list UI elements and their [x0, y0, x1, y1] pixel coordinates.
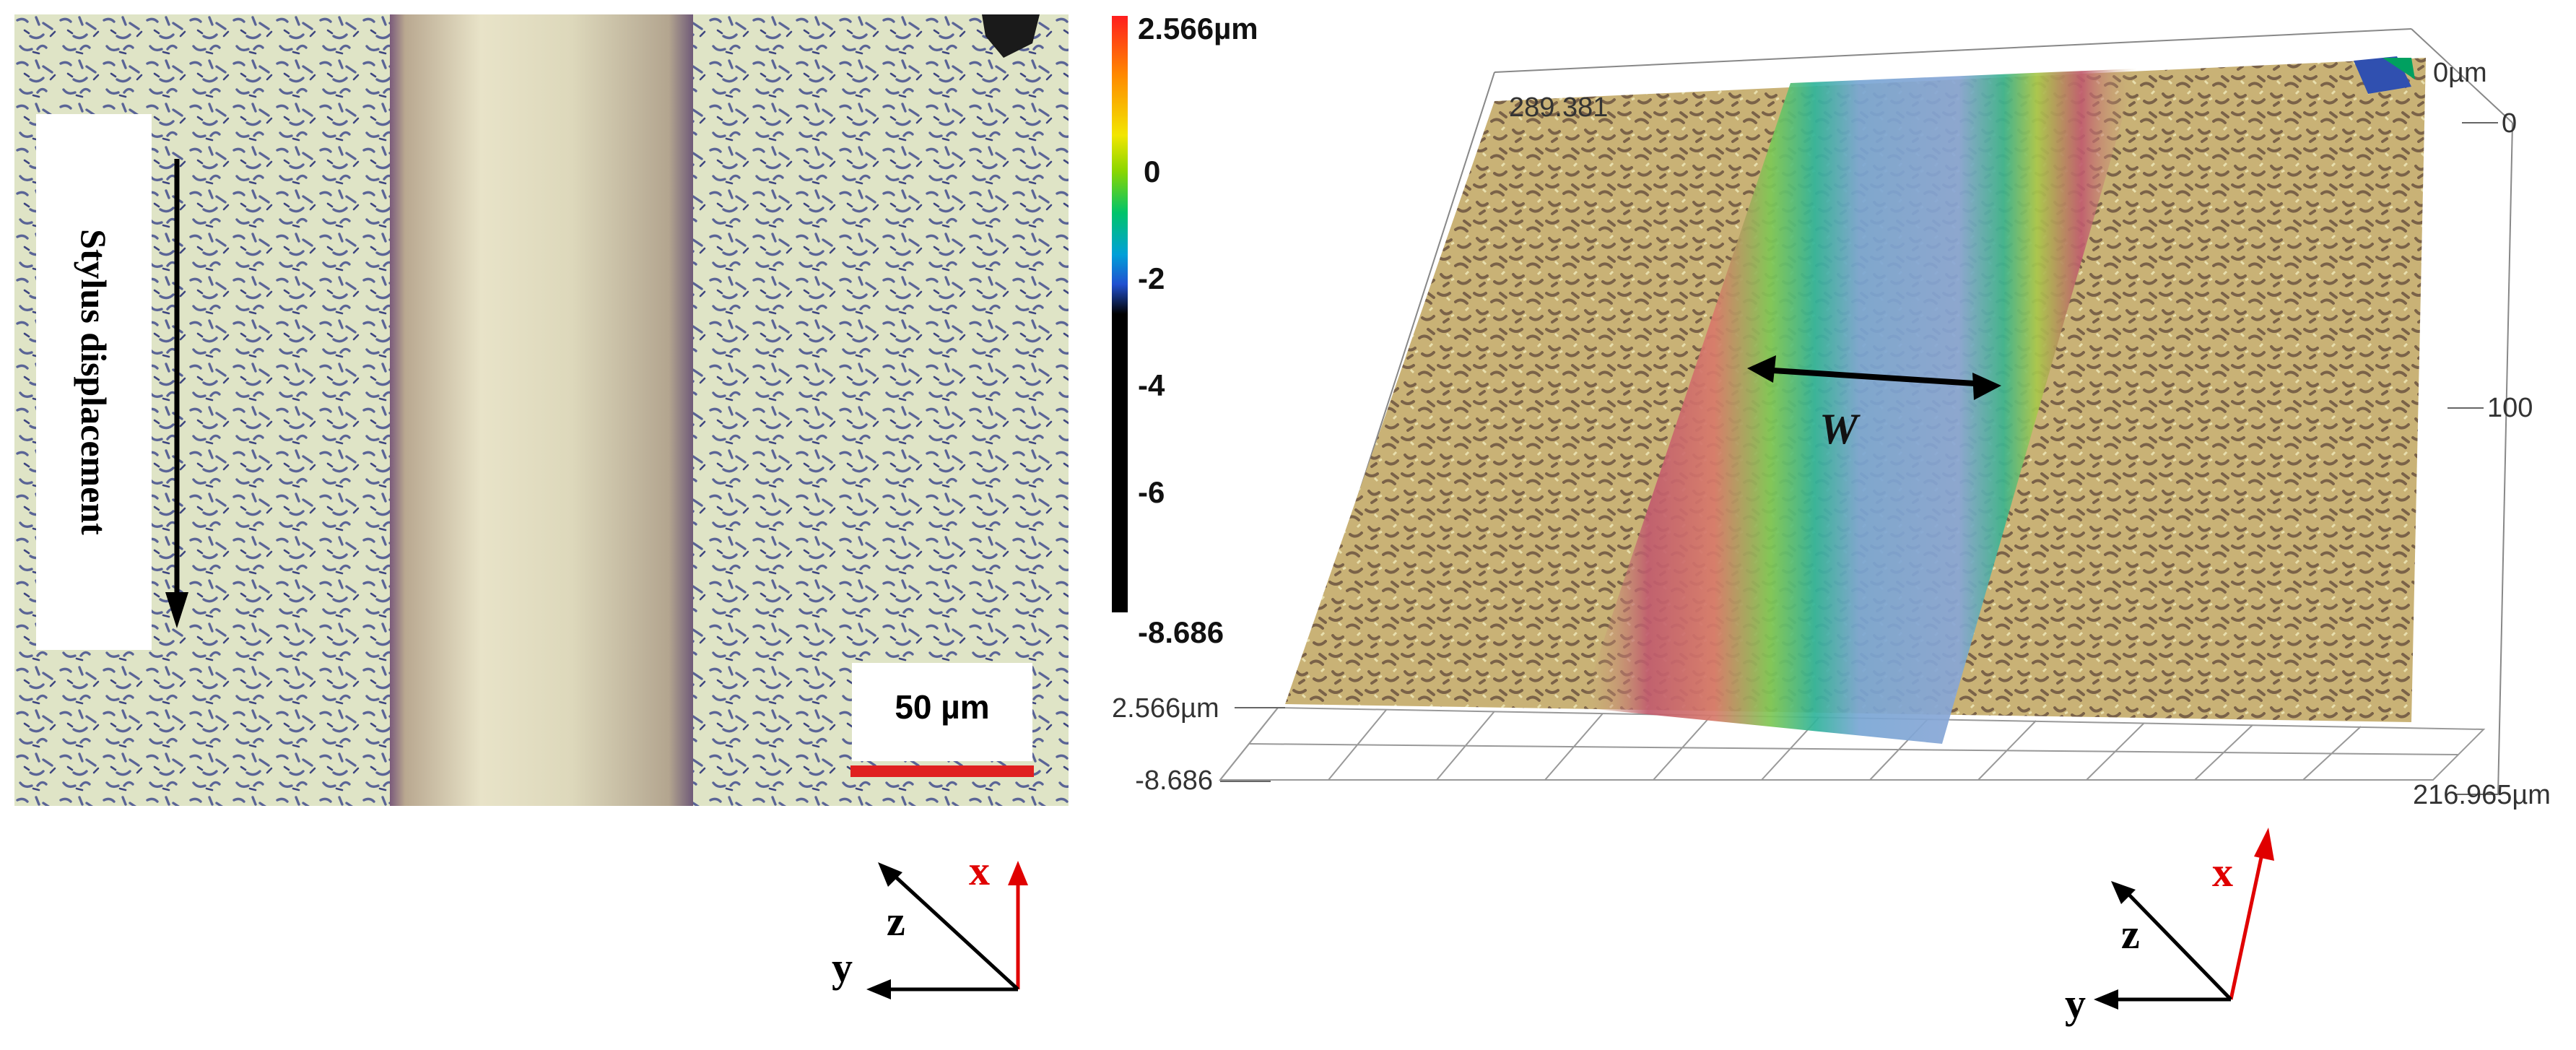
z-bottom-label: -8.686	[1135, 765, 1213, 796]
profilometry-plot	[1112, 16, 2513, 795]
y-far-label: 289.381	[1509, 92, 1609, 123]
stylus-displacement-label: Stylus displacement	[74, 229, 114, 535]
colorbar-min-label: -8.686	[1138, 615, 1224, 649]
scale-bar-label: 50 µm	[895, 688, 990, 726]
micrograph-image	[14, 14, 1069, 806]
z-axis-label: z	[2121, 911, 2140, 958]
x-axis-label: x	[2212, 849, 2233, 895]
wear-track	[1581, 69, 2137, 744]
width-arrow	[1747, 355, 2001, 400]
z-axis-label: z	[887, 898, 905, 945]
x-end-label: 216.965µm	[2413, 780, 2551, 810]
optical-micrograph: Stylus displacement 50 µm	[14, 14, 1069, 806]
colorbar	[1112, 16, 1128, 612]
stylus-direction-arrow	[165, 159, 188, 628]
x-axis-label: x	[969, 847, 990, 894]
y-axis-label: y	[2065, 980, 2086, 1027]
colorbar-tick-0: 0	[1144, 155, 1161, 188]
colorbar-tick-minus-4: -4	[1138, 368, 1165, 402]
grid-floor	[1218, 706, 2486, 781]
scale-bar	[850, 765, 1034, 777]
x-top-label: 0µm	[2433, 58, 2487, 88]
colorbar-tick-minus-6: -6	[1138, 475, 1165, 509]
stylus-label-box: Stylus displacement	[36, 114, 152, 650]
profilometry-3d-view: 2.566µm 0 -2 -4 -6 -8.686 289.381 0µm 0 …	[1112, 0, 2576, 1050]
colorbar-max-label: 2.566µm	[1138, 12, 1258, 45]
debris-spot	[982, 14, 1040, 58]
z-top-label: 2.566µm	[1112, 693, 1219, 724]
width-label: W	[1819, 405, 1858, 453]
axis-triad-left: x y z	[830, 845, 1047, 1018]
scale-bar-label-box: 50 µm	[852, 663, 1032, 761]
y-axis-label: y	[832, 944, 853, 991]
axis-triad-right: x y z	[2065, 816, 2281, 1040]
x-zero-label: 0	[2502, 108, 2518, 139]
colorbar-tick-minus-2: -2	[1138, 261, 1165, 295]
x-100-label: 100	[2487, 393, 2533, 423]
